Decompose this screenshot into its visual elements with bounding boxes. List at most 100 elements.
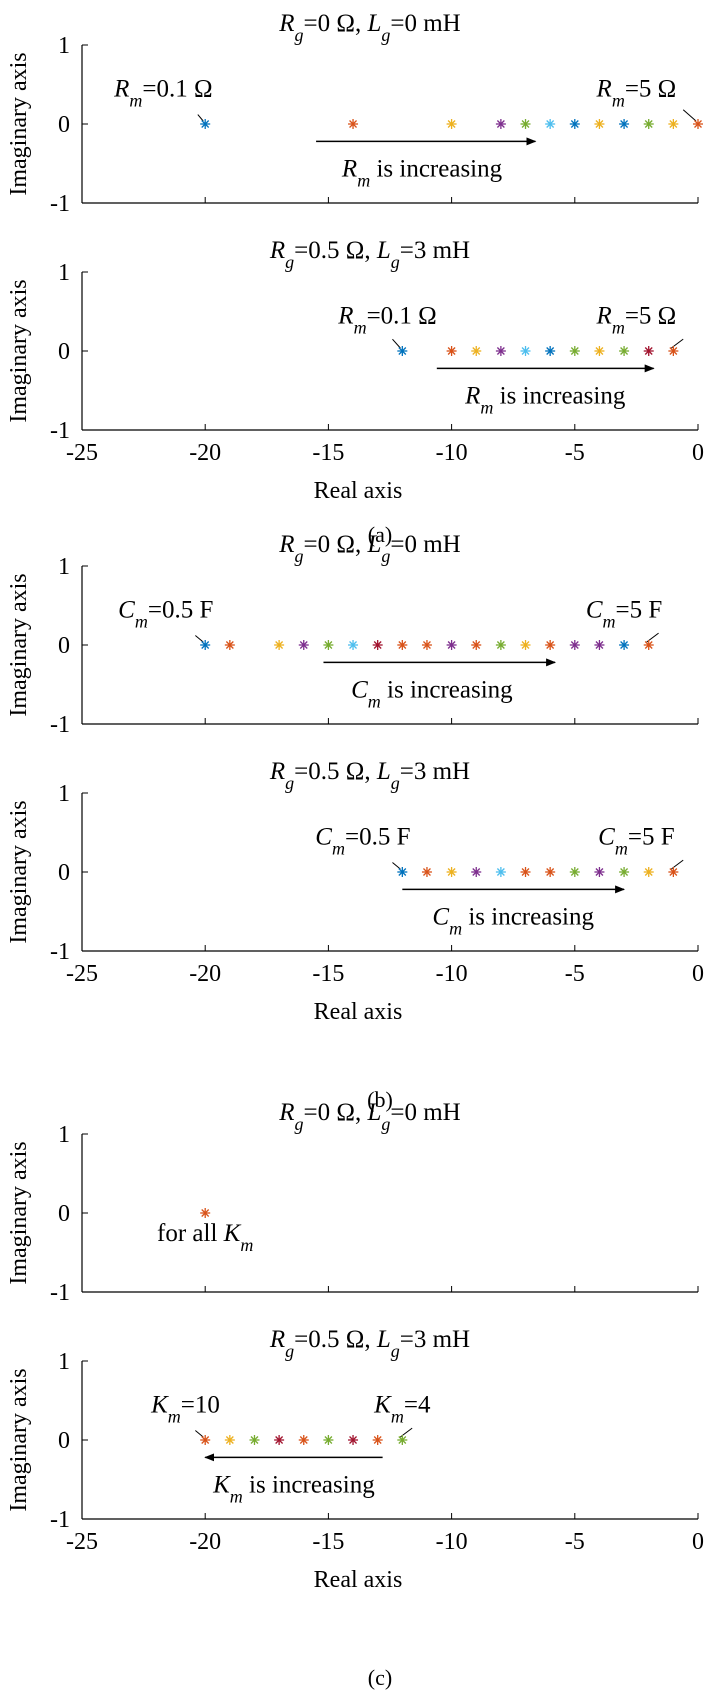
annotation-pointer xyxy=(682,109,697,122)
pole-marker xyxy=(446,346,457,356)
pole-marker xyxy=(619,346,630,356)
pole-marker xyxy=(249,1435,260,1445)
pole-marker xyxy=(545,640,556,650)
y-tick-label: 0 xyxy=(58,860,70,886)
annotation-pointer xyxy=(392,862,401,870)
annotation-pointer xyxy=(392,338,401,349)
chart-title: Rg=0.5 Ω, Lg=3 mH xyxy=(269,1326,470,1361)
x-tick-label: 0 xyxy=(692,1529,704,1555)
x-tick-label: -20 xyxy=(189,961,221,987)
pole-marker xyxy=(495,119,506,129)
annotation-label: Km=4 xyxy=(373,1392,431,1427)
chart-panel-1: 1 0 -1 Imaginary axis Rg=0 Ω, Lg=0 mH Rm is i… xyxy=(6,10,703,217)
y-axis-label: Imaginary axis xyxy=(6,800,32,943)
chart-title: Rg=0 Ω, Lg=0 mH xyxy=(278,531,460,566)
y-tick-label: 1 xyxy=(58,1349,70,1375)
arrow-label: Cm is increasing xyxy=(351,676,513,711)
pole-marker xyxy=(520,346,531,356)
pole-marker xyxy=(569,346,580,356)
annotation-pointer xyxy=(197,114,204,122)
pole-marker xyxy=(520,119,531,129)
arrow-label: Km is increasing xyxy=(212,1471,375,1506)
y-tick-label: 0 xyxy=(58,112,70,138)
y-tick-label: 1 xyxy=(58,781,70,807)
y-tick-label: -1 xyxy=(50,191,70,217)
x-tick-label: -25 xyxy=(66,961,98,987)
pole-marker xyxy=(323,640,334,650)
chart-panel-5: 1 0 -1 Imaginary axis Rg=0 Ω, Lg=0 mH for all… xyxy=(6,1099,699,1306)
pole-marker xyxy=(594,346,605,356)
y-tick-label: -1 xyxy=(50,418,70,444)
pole-marker xyxy=(643,867,654,877)
pole-marker xyxy=(200,119,211,129)
y-tick-label: 0 xyxy=(58,339,70,365)
x-tick-label: -10 xyxy=(436,1529,468,1555)
arrow-label: Rm is increasing xyxy=(464,382,626,417)
y-tick-label: 1 xyxy=(58,554,70,580)
y-tick-label: -1 xyxy=(50,1280,70,1306)
x-tick-label: -5 xyxy=(565,1529,585,1555)
annotation-label: Rm=5 Ω xyxy=(596,303,677,338)
pole-marker xyxy=(545,119,556,129)
pole-marker xyxy=(520,640,531,650)
pole-marker xyxy=(668,867,679,877)
annotation-label: Cm=5 F xyxy=(586,597,662,632)
pole-marker xyxy=(693,119,703,129)
pole-marker xyxy=(224,640,235,650)
pole-marker xyxy=(643,119,654,129)
pole-marker xyxy=(495,346,506,356)
pole-marker xyxy=(397,1435,408,1445)
group-label-a: (a) xyxy=(367,522,393,547)
chart-panel-3: 1 0 -1 Imaginary axis Rg=0 Ω, Lg=0 mH Cm is i… xyxy=(6,531,699,738)
pole-marker xyxy=(643,346,654,356)
chart-panel-6: 1 0 -1-25 -20 -15 -10 -5 0 Imaginary axis Real ax… xyxy=(6,1326,704,1593)
pole-marker xyxy=(274,1435,285,1445)
pole-marker xyxy=(372,1435,383,1445)
pole-marker xyxy=(348,1435,359,1445)
annotation-label: Cm=5 F xyxy=(598,824,674,859)
y-tick-label: 0 xyxy=(58,1201,70,1227)
annotation-pointer xyxy=(195,1430,204,1438)
pole-marker xyxy=(495,867,506,877)
pole-marker xyxy=(545,867,556,877)
pole-marker xyxy=(594,640,605,650)
pole-marker xyxy=(397,640,408,650)
x-axis-label: Real axis xyxy=(314,478,403,504)
x-axis-label: Real axis xyxy=(314,1567,403,1593)
pole-marker xyxy=(446,640,457,650)
x-tick-label: -25 xyxy=(66,1529,98,1555)
pole-marker xyxy=(545,346,556,356)
x-tick-label: -15 xyxy=(312,961,344,987)
x-tick-label: -15 xyxy=(312,440,344,466)
y-tick-label: 0 xyxy=(58,633,70,659)
annotation-label: Rm=0.1 Ω xyxy=(113,76,212,111)
x-tick-label: -20 xyxy=(189,1529,221,1555)
x-tick-label: -15 xyxy=(312,1529,344,1555)
chart-title: Rg=0 Ω, Lg=0 mH xyxy=(278,1099,460,1134)
annotation-label: Cm=0.5 F xyxy=(118,597,213,632)
annotation-label: for all Km xyxy=(157,1220,253,1255)
pole-marker xyxy=(372,640,383,650)
pole-marker xyxy=(200,1208,211,1218)
pole-marker xyxy=(569,640,580,650)
pole-marker xyxy=(520,867,531,877)
pole-marker xyxy=(298,640,309,650)
pole-marker xyxy=(348,119,359,129)
pole-marker xyxy=(619,867,630,877)
x-tick-label: -10 xyxy=(436,440,468,466)
y-tick-label: 1 xyxy=(58,33,70,59)
pole-marker xyxy=(446,119,457,129)
pole-marker xyxy=(200,640,211,650)
annotation-label: Km=10 xyxy=(150,1392,220,1427)
pole-marker xyxy=(397,346,408,356)
pole-marker xyxy=(446,867,457,877)
y-axis-label: Imaginary axis xyxy=(6,1141,32,1284)
pole-marker xyxy=(471,867,482,877)
chart-title: Rg=0 Ω, Lg=0 mH xyxy=(278,10,460,45)
pole-marker xyxy=(274,640,285,650)
pole-marker xyxy=(619,640,630,650)
y-tick-label: -1 xyxy=(50,939,70,965)
arrow-label: Cm is increasing xyxy=(432,903,594,938)
pole-marker xyxy=(471,640,482,650)
